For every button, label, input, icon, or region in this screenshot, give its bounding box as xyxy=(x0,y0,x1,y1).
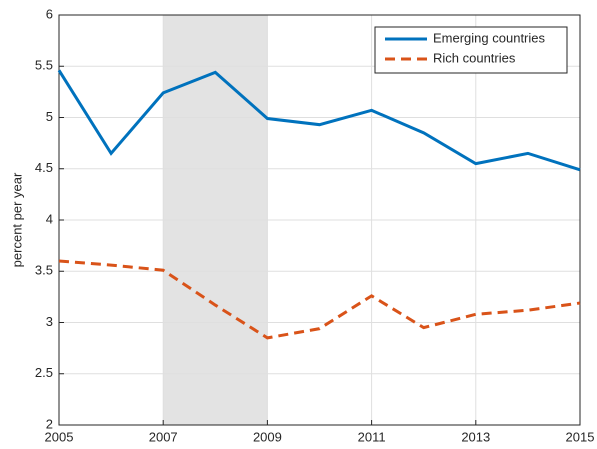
x-tick-label: 2009 xyxy=(253,429,282,444)
legend-label: Emerging countries xyxy=(433,30,545,45)
y-tick-label: 6 xyxy=(46,6,53,21)
series-line xyxy=(57,69,581,172)
x-tick-label: 2013 xyxy=(461,429,490,444)
x-tick-label: 2007 xyxy=(149,429,178,444)
axes-box xyxy=(58,14,581,426)
series-line xyxy=(58,259,581,340)
y-tick-label: 5.5 xyxy=(35,58,53,73)
y-tick-label: 2.5 xyxy=(35,365,53,380)
y-tick-label: 5 xyxy=(46,109,53,124)
x-tick-label: 2015 xyxy=(566,429,595,444)
x-tick-label: 2005 xyxy=(45,429,74,444)
y-axis-label: percent per year xyxy=(9,172,24,267)
y-tick-label: 4 xyxy=(46,211,53,226)
legend-box xyxy=(374,26,568,74)
y-tick-label: 3 xyxy=(46,314,53,329)
y-tick-label: 3.5 xyxy=(35,263,53,278)
y-tick-label: 2 xyxy=(46,416,53,431)
legend-label: Rich countries xyxy=(433,50,516,65)
x-tick-label: 2011 xyxy=(358,429,386,444)
y-tick-label: 4.5 xyxy=(35,160,53,175)
